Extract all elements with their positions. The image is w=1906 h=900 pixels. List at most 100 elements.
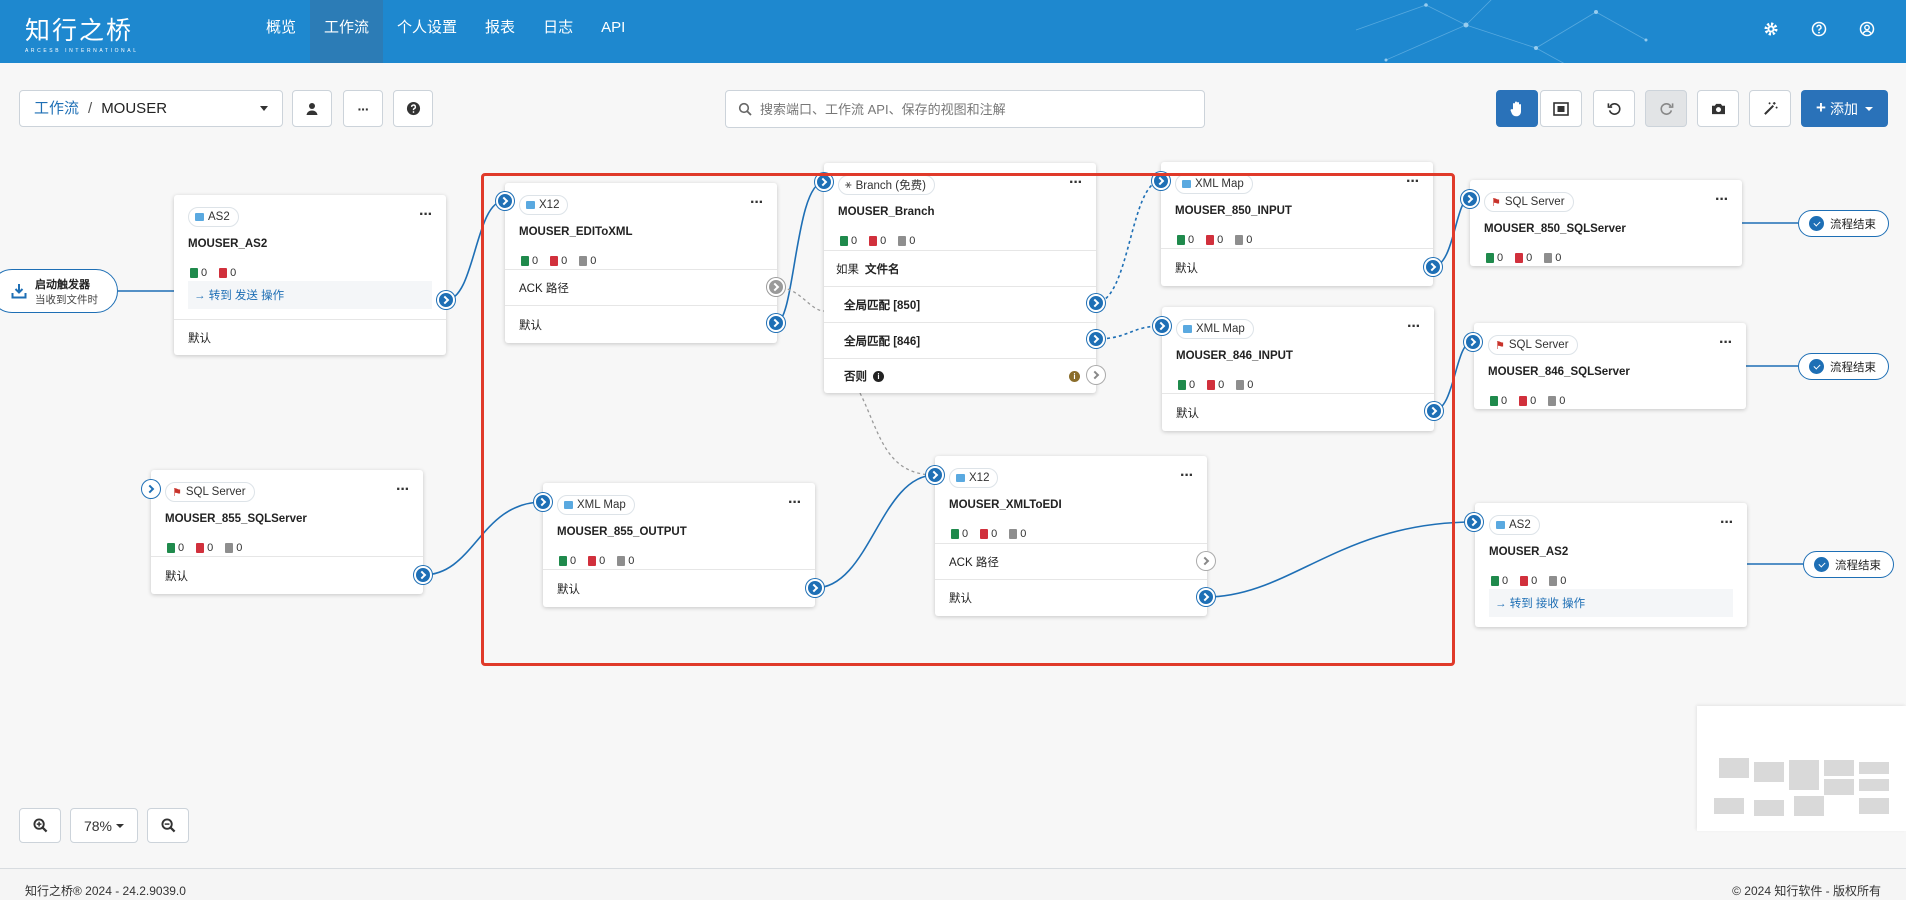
x12-icon bbox=[526, 201, 535, 209]
footer: 知行之桥® 2024 - 24.2.9039.0 © 2024 知行软件 - 版… bbox=[0, 868, 1906, 900]
connector-card-map-846[interactable]: XML Map ··· MOUSER_846_INPUT 0 0 0 默认 bbox=[1162, 307, 1434, 431]
input-port[interactable] bbox=[815, 173, 833, 191]
card-menu-icon[interactable]: ··· bbox=[1720, 514, 1734, 531]
minimap[interactable] bbox=[1697, 706, 1906, 831]
output-port[interactable] bbox=[414, 566, 432, 584]
else-output-port[interactable] bbox=[1087, 366, 1105, 384]
input-port[interactable] bbox=[1152, 172, 1170, 190]
connector-card-map-855[interactable]: XML Map ··· MOUSER_855_OUTPUT 0 0 0 默认 bbox=[543, 483, 815, 607]
connector-name: MOUSER_XMLToEDI bbox=[949, 499, 1062, 511]
output-port[interactable] bbox=[1424, 258, 1442, 276]
input-port[interactable] bbox=[1464, 333, 1482, 351]
workflow-owner-button[interactable] bbox=[292, 90, 332, 127]
end-node[interactable]: 流程结束 bbox=[1798, 353, 1889, 380]
search-input[interactable] bbox=[760, 101, 1190, 117]
error-count: 0 bbox=[207, 542, 214, 554]
info-icon[interactable]: i bbox=[873, 370, 884, 382]
success-count: 0 bbox=[1188, 234, 1195, 246]
input-port[interactable] bbox=[1153, 317, 1171, 335]
zoom-in-button[interactable] bbox=[19, 808, 61, 843]
end-node[interactable]: 流程结束 bbox=[1798, 210, 1889, 237]
goto-send-link[interactable]: → 转到 发送 操作 bbox=[188, 281, 432, 309]
check-circle-icon bbox=[1809, 359, 1824, 374]
success-file-icon bbox=[1490, 396, 1498, 406]
card-menu-icon[interactable]: ··· bbox=[1406, 173, 1420, 190]
output-port[interactable] bbox=[806, 579, 824, 597]
connector-card-sql-855[interactable]: ⚑ SQL Server ··· MOUSER_855_SQLServer 0 0… bbox=[151, 470, 423, 594]
input-port[interactable] bbox=[1461, 190, 1479, 208]
breadcrumb-workflows-link[interactable]: 工作流 bbox=[34, 100, 80, 117]
add-button[interactable]: + 添加 bbox=[1801, 90, 1888, 127]
error-count: 0 bbox=[599, 555, 606, 567]
connector-card-branch[interactable]: ⚹ Branch (免费) ··· MOUSER_Branch 0 0 0 如果文… bbox=[824, 163, 1096, 393]
connector-card-as2-inbound[interactable]: AS2 ··· MOUSER_AS2 0 0 → 转到 发送 操作 默认 bbox=[174, 195, 446, 355]
input-port[interactable] bbox=[534, 493, 552, 511]
connector-card-sql-846[interactable]: ⚑ SQL Server ··· MOUSER_846_SQLServer 0 0… bbox=[1474, 323, 1746, 409]
search-box[interactable] bbox=[725, 90, 1205, 128]
card-menu-icon[interactable]: ··· bbox=[1719, 334, 1733, 351]
error-count: 0 bbox=[561, 255, 568, 267]
output-port[interactable] bbox=[1197, 588, 1215, 606]
output-port[interactable] bbox=[767, 314, 785, 332]
nav-workflow[interactable]: 工作流 bbox=[310, 0, 384, 63]
output-label: 默认 bbox=[949, 593, 972, 605]
connector-card-sql-850[interactable]: ⚑ SQL Server ··· MOUSER_850_SQLServer 0 0… bbox=[1470, 180, 1742, 266]
workflow-help-button[interactable] bbox=[393, 90, 433, 127]
link-map846-sql846 bbox=[1432, 341, 1473, 412]
pending-count: 0 bbox=[1559, 395, 1566, 407]
card-menu-icon[interactable]: ··· bbox=[1407, 318, 1421, 335]
gear-icon[interactable] bbox=[1760, 18, 1782, 40]
success-file-icon bbox=[559, 556, 567, 566]
nav-api[interactable]: API bbox=[601, 19, 626, 36]
case-850-output-port[interactable] bbox=[1087, 294, 1105, 312]
connector-card-x12-outbound[interactable]: X12 ··· MOUSER_XMLToEDI 0 0 0 ACK 路径 默认 bbox=[935, 456, 1207, 616]
error-file-icon bbox=[588, 556, 597, 566]
zoom-level-select[interactable]: 78% bbox=[70, 808, 138, 843]
goto-receive-link[interactable]: → 转到 接收 操作 bbox=[1489, 589, 1733, 617]
auto-arrange-button[interactable] bbox=[1749, 90, 1791, 127]
user-account-icon[interactable] bbox=[1856, 18, 1878, 40]
case-846-output-port[interactable] bbox=[1087, 330, 1105, 348]
start-trigger[interactable]: 启动触发器 当收到文件时 bbox=[0, 269, 118, 313]
pan-mode-button[interactable] bbox=[1496, 90, 1538, 127]
output-port[interactable] bbox=[1425, 402, 1443, 420]
end-node[interactable]: 流程结束 bbox=[1803, 551, 1894, 578]
connector-card-as2-outbound[interactable]: AS2 ··· MOUSER_AS2 0 0 0 → 转到 接收 操作 bbox=[1475, 503, 1747, 627]
more-options-button[interactable]: ··· bbox=[343, 90, 383, 127]
nav-reports[interactable]: 报表 bbox=[485, 19, 516, 36]
connector-type-label: XML Map bbox=[1195, 178, 1244, 190]
input-port[interactable] bbox=[142, 480, 160, 498]
nav-profile[interactable]: 个人设置 bbox=[397, 19, 458, 36]
input-port[interactable] bbox=[926, 466, 944, 484]
ack-output-port[interactable] bbox=[767, 278, 785, 296]
redo-button[interactable] bbox=[1645, 90, 1687, 127]
help-icon[interactable] bbox=[1808, 18, 1830, 40]
undo-button[interactable] bbox=[1593, 90, 1635, 127]
zoom-out-button[interactable] bbox=[147, 808, 189, 843]
nav-logs[interactable]: 日志 bbox=[543, 19, 574, 36]
card-menu-icon[interactable]: ··· bbox=[396, 481, 410, 498]
output-port[interactable] bbox=[437, 291, 455, 309]
select-mode-button[interactable] bbox=[1540, 90, 1582, 127]
card-menu-icon[interactable]: ··· bbox=[750, 194, 764, 211]
connector-name: MOUSER_AS2 bbox=[1489, 546, 1569, 558]
card-menu-icon[interactable]: ··· bbox=[1715, 191, 1729, 208]
connector-card-x12-inbound[interactable]: X12 ··· MOUSER_EDIToXML 0 0 0 ACK 路径 默认 bbox=[505, 183, 777, 343]
snapshot-button[interactable] bbox=[1697, 90, 1739, 127]
ack-output-port[interactable] bbox=[1197, 552, 1215, 570]
output-label: 默认 bbox=[188, 332, 211, 345]
sql-server-icon: ⚑ bbox=[1491, 196, 1501, 209]
input-port[interactable] bbox=[1465, 513, 1483, 531]
nav-overview[interactable]: 概览 bbox=[266, 19, 297, 36]
connector-card-map-850[interactable]: XML Map ··· MOUSER_850_INPUT 0 0 0 默认 bbox=[1161, 162, 1433, 286]
logo[interactable]: 知行之桥 ARCESB INTERNATIONAL bbox=[25, 11, 139, 54]
workflow-canvas[interactable]: 启动触发器 当收到文件时 AS2 ··· MOUSER_AS2 0 0 → 转到… bbox=[0, 153, 1906, 868]
card-menu-icon[interactable]: ··· bbox=[419, 206, 433, 223]
card-menu-icon[interactable]: ··· bbox=[788, 494, 802, 511]
input-port[interactable] bbox=[496, 192, 514, 210]
warning-icon[interactable]: i bbox=[1069, 370, 1080, 382]
card-menu-icon[interactable]: ··· bbox=[1069, 174, 1083, 191]
camera-icon bbox=[1711, 103, 1725, 115]
card-menu-icon[interactable]: ··· bbox=[1180, 467, 1194, 484]
workflow-selector[interactable]: 工作流 / MOUSER bbox=[19, 90, 283, 127]
